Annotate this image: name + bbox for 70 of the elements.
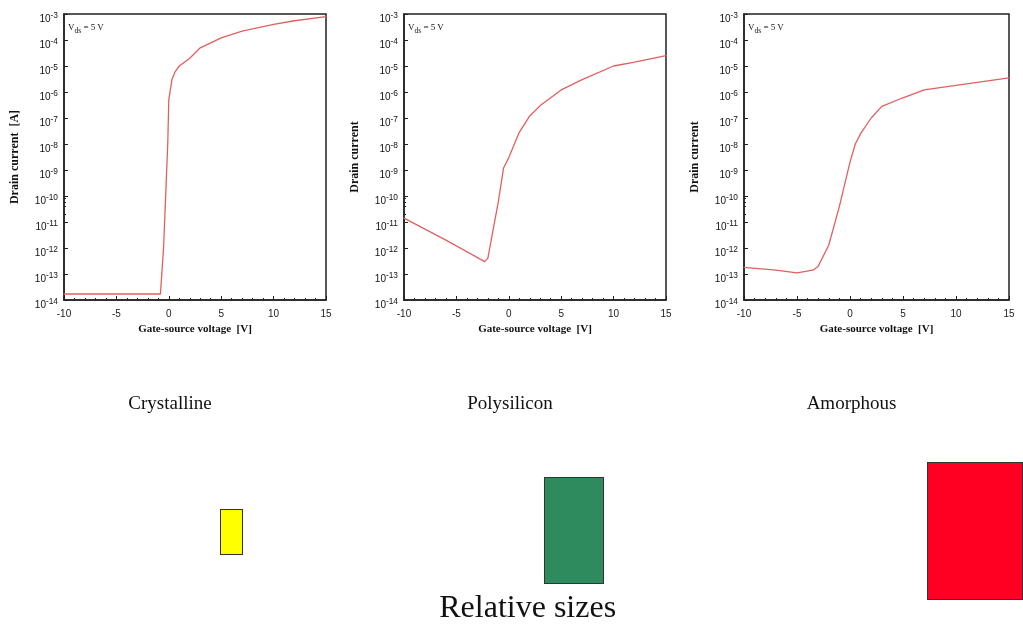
x-axis-title: Gate-source voltage [V] [478,322,592,335]
y-tick-label: 10$^{-3}$ [39,9,58,26]
y-tick-label: 10$^{-7}$ [719,113,738,130]
line-series [63,15,327,295]
y-tick-label: 10$^{-12}$ [34,243,58,260]
y-tick-label: 10$^{-4}$ [719,35,738,52]
y-tick-label: 10$^{-11}$ [375,217,398,234]
x-tick-label: -5 [111,307,122,319]
x-tick-label: 5 [218,307,225,319]
y-tick-label: 10$^{-5}$ [719,61,738,78]
text: Amorphous [806,392,897,414]
y-tick-label: 10$^{-14}$ [374,295,398,311]
y-tick-label: 10$^{-6}$ [39,87,58,104]
x-axis-title: Gate-source voltage [V] [138,322,252,335]
y-tick-label: 10$^{-9}$ [379,165,398,182]
x-tick-label: 0 [847,307,854,319]
y-tick-label: 10$^{-13}$ [34,269,58,286]
y-tick-label: 10$^{-12}$ [374,243,398,260]
y-tick-label: 10$^{-4}$ [39,35,58,52]
line-series [743,77,1010,274]
y-tick-label: 10$^{-7}$ [39,113,58,130]
y-axis-title: Drain current [A] [7,109,21,205]
y-tick-label: 10$^{-11}$ [35,217,58,234]
y-tick-label: 10$^{-4}$ [379,35,398,52]
y-tick-label: 10$^{-13}$ [714,269,738,286]
y-tick-label: 10$^{-7}$ [379,113,398,130]
x-tick-label: -10 [736,307,752,319]
y-tick-label: 10$^{-6}$ [719,87,738,104]
x-tick-label: 5 [900,307,907,319]
annotation: V$_{ds}$ = 5 V [68,22,104,35]
x-tick-label: 15 [660,307,672,319]
y-tick-label: 10$^{-13}$ [374,269,398,286]
x-tick-label: 5 [558,307,565,319]
y-tick-label: 10$^{-10}$ [714,191,738,208]
x-tick-label: -5 [451,307,462,319]
line-series [403,55,667,263]
annotation: V$_{ds}$ = 5 V [408,22,444,35]
y-tick-label: 10$^{-5}$ [379,61,398,78]
y-tick-label: 10$^{-12}$ [714,243,738,260]
x-tick-label: 15 [320,307,332,319]
text: Polysilicon [467,392,553,414]
x-tick-label: -10 [56,307,72,319]
y-tick-label: 10$^{-9}$ [39,165,58,182]
y-axis-title: Drain current [687,121,701,193]
y-tick-label: 10$^{-11}$ [715,217,738,234]
y-axis-title: Drain current [347,121,361,193]
text: Crystalline [128,392,212,414]
x-tick-label: 10 [268,307,280,319]
text: Relative sizes [439,588,617,625]
y-tick-label: 10$^{-8}$ [39,139,58,156]
x-axis-title: Gate-source voltage [V] [819,322,934,335]
y-tick-label: 10$^{-10}$ [374,191,398,208]
x-tick-label: 15 [1003,307,1015,319]
x-tick-label: -5 [792,307,802,319]
y-tick-label: 10$^{-8}$ [379,139,398,156]
x-tick-label: 10 [950,307,962,319]
x-tick-label: -10 [396,307,412,319]
y-tick-label: 10$^{-14}$ [34,295,58,311]
x-tick-label: 0 [506,307,513,319]
y-tick-label: 10$^{-6}$ [379,87,398,104]
y-tick-label: 10$^{-5}$ [39,61,58,78]
annotation: V$_{ds}$ = 5 V [748,22,784,35]
y-tick-label: 10$^{-3}$ [379,9,398,26]
y-tick-label: 10$^{-9}$ [719,165,738,182]
x-tick-label: 0 [166,307,173,319]
y-tick-label: 10$^{-10}$ [34,191,58,208]
y-tick-label: 10$^{-3}$ [719,9,738,26]
x-tick-label: 10 [608,307,620,319]
y-tick-label: 10$^{-14}$ [714,295,738,311]
y-tick-label: 10$^{-8}$ [719,139,738,156]
